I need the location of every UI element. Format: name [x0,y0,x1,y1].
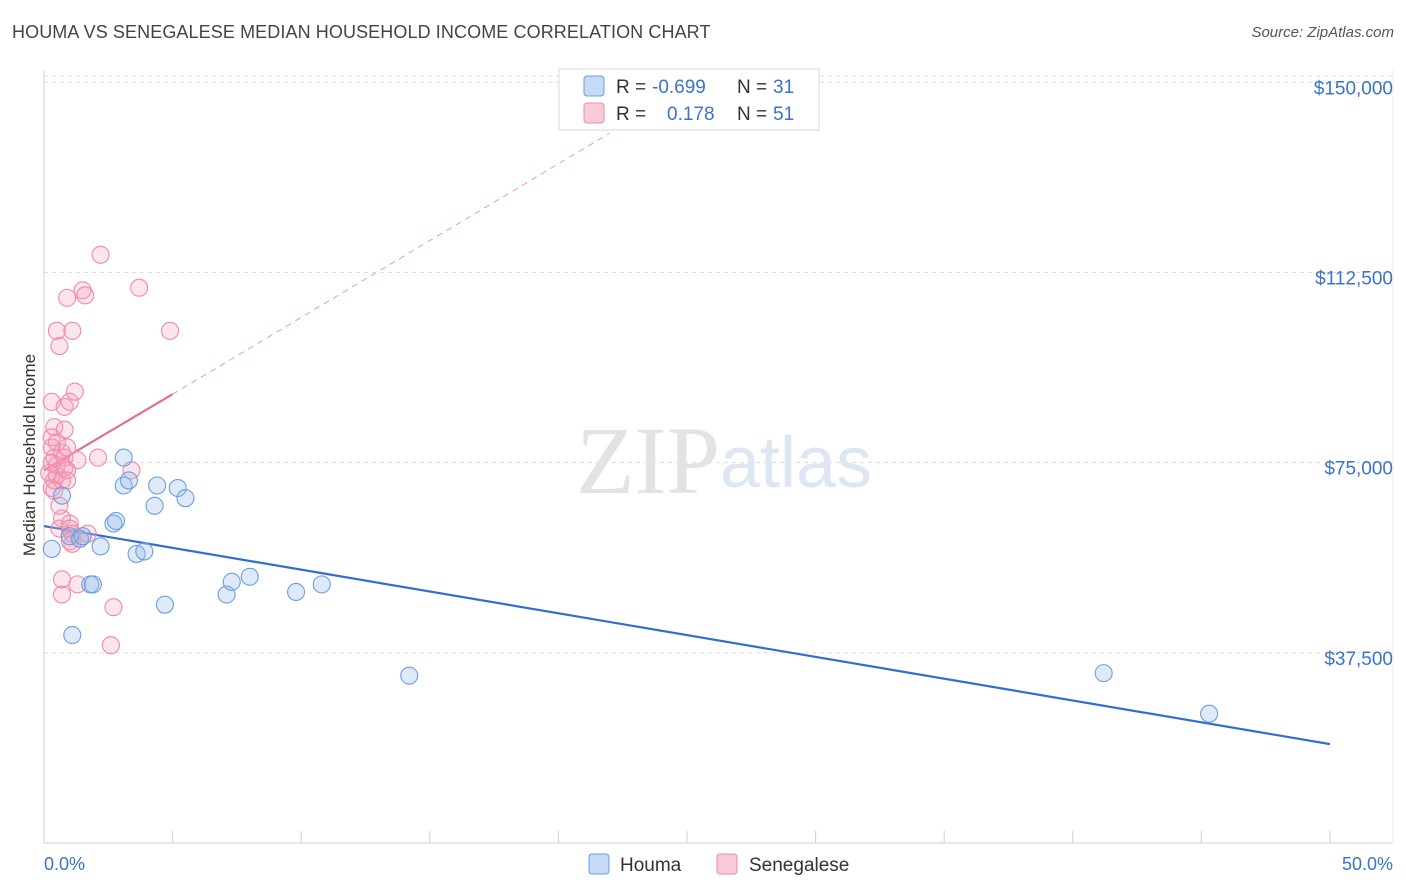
senegalese-point [63,321,82,340]
y-axis-label: Median Household Income [20,354,39,556]
trend-lines [43,132,1331,746]
senegalese-point [68,451,87,470]
legend-senegalese-r-value: 0.178 [667,104,715,125]
legend-senegalese-r-label: R = [616,104,646,125]
houma-point [176,489,195,508]
source-credit: Source: ZipAtlas.com [1251,24,1394,41]
legend-swatch-houma [583,75,605,97]
bottom-legend-swatch-senegalese [716,853,738,875]
houma-point [52,486,72,505]
houma-point [135,542,154,561]
houma-point [60,527,79,546]
legend-houma-n-label: N = [737,77,767,98]
senegalese-point [76,286,95,305]
senegalese-point [65,382,84,401]
senegalese-point [88,448,108,467]
senegalese-point [101,636,120,655]
bottom-legend: Houma Senegalese [588,853,849,876]
houma-point [155,595,174,614]
houma-point [114,476,133,495]
senegalese-point [58,438,77,457]
senegalese-point [45,471,64,490]
houma-point [119,471,138,490]
y-tick-label: $75,000 [1324,459,1393,480]
senegalese-point [91,245,110,264]
senegalese-point [73,281,92,300]
senegalese-point [130,278,149,297]
legend-houma-r-label: R = [616,77,646,98]
legend-senegalese-n-label: N = [737,104,767,125]
houma-point [91,537,110,556]
senegalese-point [47,433,66,452]
houma-trend-line [43,524,1331,746]
grid-lines [44,75,1393,654]
senegalese-point [47,321,66,340]
bottom-legend-swatch-houma [588,853,610,875]
houma-point [148,476,167,495]
senegalese-point [104,598,123,617]
senegalese-trend-line [43,393,174,472]
axes [43,70,1394,844]
senegalese-point [55,397,74,416]
y-tick-label: $150,000 [1314,78,1393,99]
senegalese-point [160,321,180,340]
legend-houma-r-value: -0.699 [652,77,706,98]
watermark-atlas: atlas [720,423,872,503]
houma-point [222,572,241,591]
senegalese-point [52,570,72,589]
houma-point [106,511,126,531]
houma-point [63,626,82,645]
y-tick-labels: $37,500 $75,000 $112,500 $150,000 [1314,78,1393,669]
y-tick-label: $112,500 [1315,269,1393,290]
houma-point [240,567,259,586]
houma-point [104,514,123,533]
houma-point [287,582,306,602]
senegalese-trend-extension [172,132,611,395]
houma-point [73,527,92,546]
senegalese-point [68,575,87,594]
houma-point [1094,664,1113,683]
watermark-zip: ZIP [576,407,720,514]
senegalese-point [58,288,77,307]
x-tick-left: 0.0% [44,854,85,874]
data-points [40,245,1219,723]
houma-point [168,478,187,498]
houma-point [145,496,164,515]
legend-senegalese-n-value: 51 [773,104,794,125]
senegalese-point [60,392,79,411]
senegalese-point [50,336,69,356]
bottom-legend-houma: Houma [620,855,682,876]
houma-point [400,666,419,685]
chart-title: HOUMA VS SENEGALESE MEDIAN HOUSEHOLD INC… [12,22,711,42]
x-tick-right: 50.0% [1342,854,1393,874]
bottom-legend-senegalese: Senegalese [749,855,849,876]
houma-point [114,448,133,467]
senegalese-point [47,466,66,485]
senegalese-point [52,443,72,462]
houma-point [70,529,90,548]
senegalese-point [45,418,64,437]
houma-point [83,575,102,594]
y-tick-label: $37,500 [1324,649,1393,670]
houma-point [42,539,61,558]
houma-point [312,575,331,594]
legend-houma-n-value: 31 [773,77,794,98]
legend-swatch-senegalese [583,102,605,124]
houma-point [1200,704,1219,723]
senegalese-point [52,585,72,604]
top-legend: R = -0.699 N = 31 R = 0.178 N = 51 [558,68,820,131]
